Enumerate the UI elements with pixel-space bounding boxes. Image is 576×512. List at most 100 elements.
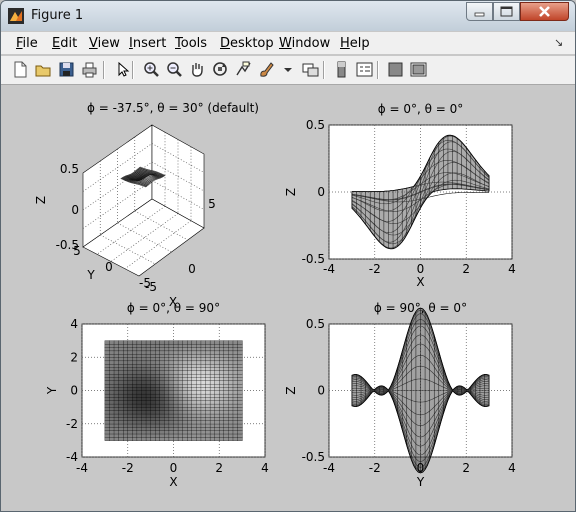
surface-cell: [127, 416, 133, 421]
data-cursor-icon[interactable]: [234, 60, 252, 78]
menu-view[interactable]: View: [89, 36, 120, 51]
save-icon[interactable]: [57, 60, 75, 78]
surface-cell: [219, 436, 225, 441]
zoom-in-icon[interactable]: [142, 60, 160, 78]
surface-cell: [127, 370, 133, 375]
surface-cell: [228, 390, 234, 395]
surface-cell: [191, 367, 197, 372]
surface-cell: [150, 430, 156, 435]
surface-cell: [209, 373, 216, 378]
surface-cell: [182, 410, 188, 415]
close-button[interactable]: [520, 2, 569, 21]
surface-cell: [104, 436, 110, 441]
maximize-button[interactable]: [493, 2, 520, 21]
surface-cell: [145, 400, 152, 405]
new-figure-icon[interactable]: [11, 60, 29, 78]
surface-cell: [159, 383, 165, 388]
surface-cell: [219, 343, 225, 348]
surface-cell: [150, 370, 156, 375]
surface-cell: [155, 416, 161, 421]
brush-icon[interactable]: [257, 60, 275, 78]
menu-edit[interactable]: Edit: [52, 36, 77, 51]
surface-cell: [191, 410, 197, 415]
surface-cell: [141, 396, 147, 401]
x-tick-label: 0: [417, 262, 425, 276]
menu-desktop[interactable]: Desktop: [220, 36, 274, 51]
surface-cell: [123, 416, 129, 421]
menu-tools[interactable]: Tools: [175, 36, 207, 51]
surface-cell: [232, 360, 239, 365]
colorbar-icon[interactable]: [332, 60, 350, 78]
dock-arrow-icon[interactable]: ↘: [554, 36, 564, 49]
surface-cell: [228, 353, 234, 358]
surface-cell: [237, 373, 243, 378]
menu-label-rest: elp: [349, 36, 370, 51]
matlab-icon: [8, 8, 24, 24]
surface-cell: [196, 436, 202, 441]
surface-cell: [127, 423, 133, 428]
surface-cell: [132, 363, 138, 368]
surface-cell: [232, 340, 239, 345]
menu-file[interactable]: File: [16, 36, 38, 51]
menu-help[interactable]: Help: [340, 36, 370, 51]
surface-cell: [113, 383, 120, 388]
grid-line: [151, 143, 205, 173]
pan-icon[interactable]: [188, 60, 206, 78]
zoom-out-icon[interactable]: [165, 60, 183, 78]
surface-cell: [223, 413, 229, 418]
surface-cell: [219, 350, 225, 355]
minimize-button[interactable]: [466, 2, 493, 21]
surface-cell: [159, 423, 165, 428]
surface-cell: [214, 396, 220, 401]
surface-cell: [155, 423, 161, 428]
axes-3d-view: [82, 124, 205, 277]
show-plot-tools-icon[interactable]: [409, 60, 427, 78]
surface-cell: [141, 410, 147, 415]
surface-cell: [168, 433, 174, 438]
surface-cell: [182, 413, 188, 418]
menu-mnemonic: H: [340, 36, 350, 51]
surface-cell: [177, 353, 184, 358]
surface-cell: [109, 377, 115, 381]
surface-cell: [136, 380, 142, 385]
hide-plot-tools-icon[interactable]: [386, 60, 404, 78]
y-tick-label: 0: [70, 384, 78, 398]
rotate-3d-icon[interactable]: [211, 60, 229, 78]
surface-cell: [191, 347, 197, 352]
surface-cell: [141, 390, 147, 395]
surface-cell: [177, 387, 184, 391]
menu-window[interactable]: Window: [279, 36, 330, 51]
brush-dropdown-icon[interactable]: [279, 60, 297, 78]
surface-cell: [118, 340, 124, 345]
surface-cell: [223, 347, 229, 352]
surface-cell: [168, 347, 174, 352]
menu-insert[interactable]: Insert: [129, 36, 166, 51]
surface-cell: [145, 347, 152, 352]
surface-cell: [228, 426, 234, 431]
surface-cell: [228, 367, 234, 372]
legend-icon[interactable]: [355, 60, 373, 78]
surface-cell: [228, 350, 234, 355]
surface-cell: [164, 396, 170, 401]
surface-cell: [187, 383, 193, 388]
surface-cell: [223, 426, 229, 431]
menu-label-rest: dit: [60, 36, 78, 51]
surface-cell: [223, 377, 229, 381]
surface-cell: [228, 420, 234, 425]
surface-cell: [145, 393, 152, 398]
open-file-icon[interactable]: [34, 60, 52, 78]
surface-cell: [113, 413, 120, 418]
surface-cell: [209, 430, 216, 435]
title-bar[interactable]: Figure 1: [1, 1, 575, 31]
surface-cell: [177, 410, 184, 415]
surface-cell: [164, 387, 170, 391]
link-plot-icon[interactable]: [301, 60, 319, 78]
edit-plot-icon[interactable]: [113, 60, 131, 78]
surface-cell: [104, 426, 110, 431]
print-icon[interactable]: [80, 60, 98, 78]
surface-cell: [132, 387, 138, 391]
surface-cell: [118, 353, 124, 358]
surface-cell: [205, 383, 211, 388]
menu-label-rest: iew: [97, 36, 120, 51]
surface-cell: [141, 350, 147, 355]
